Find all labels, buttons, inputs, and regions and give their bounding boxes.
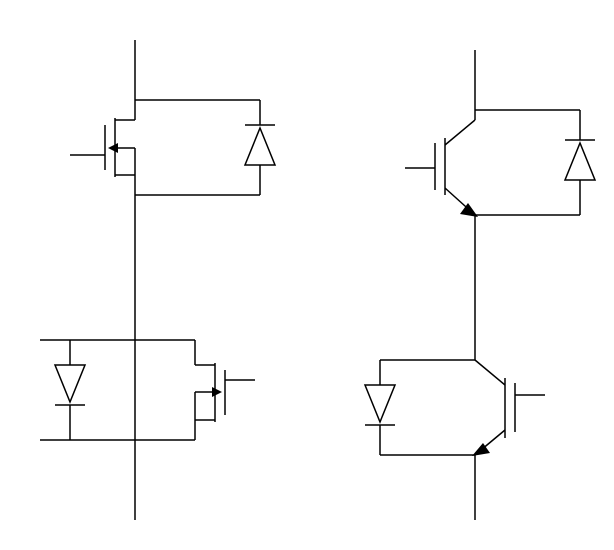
- mosfet-bottom: [195, 340, 255, 440]
- mosfet-top: [70, 100, 135, 195]
- right-circuit: [365, 50, 595, 520]
- circuit-diagram: [0, 0, 614, 550]
- diode-bottom-right: [365, 385, 395, 425]
- left-circuit: [40, 40, 275, 520]
- diode-top-right: [565, 140, 595, 180]
- diode-bottom-left: [55, 340, 85, 440]
- diode-top-left: [245, 125, 275, 165]
- igbt-top: [405, 120, 478, 217]
- igbt-bottom: [472, 360, 545, 456]
